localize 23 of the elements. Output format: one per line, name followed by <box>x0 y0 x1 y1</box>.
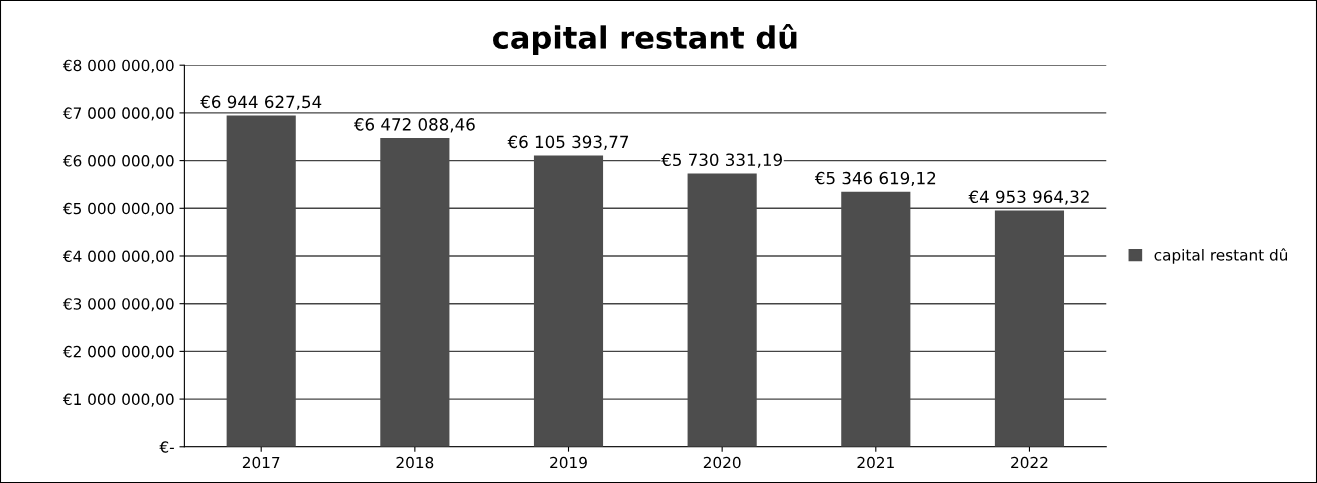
x-tick-label: 2022 <box>1011 456 1048 469</box>
legend-label: capital restant dû <box>1154 248 1288 264</box>
data-label: €6 944 627,54 <box>200 95 322 110</box>
y-tick-label: €8 000 000,00 <box>62 59 174 73</box>
chart-title: capital restant dû <box>493 24 797 55</box>
data-label: €5 730 331,19 <box>661 153 782 168</box>
y-tick-label: €5 000 000,00 <box>62 202 174 216</box>
y-tick-label: €- <box>159 441 174 453</box>
data-label: €5 346 619,12 <box>814 171 936 187</box>
y-tick-label: €1 000 000,00 <box>62 393 174 407</box>
y-tick-label: €6 000 000,00 <box>62 155 174 169</box>
data-label: €4 953 964,32 <box>968 190 1089 205</box>
y-tick-label: €4 000 000,00 <box>62 250 174 264</box>
x-tick-label: 2020 <box>703 456 741 469</box>
y-tick-label: €2 000 000,00 <box>62 345 174 359</box>
x-tick-label: 2017 <box>242 456 280 469</box>
y-tick-label: €3 000 000,00 <box>62 298 174 312</box>
x-tick-label: 2019 <box>550 456 587 469</box>
x-tick-label: 2021 <box>857 456 894 469</box>
data-label: €6 472 088,46 <box>353 118 475 133</box>
data-label: €6 105 393,77 <box>507 135 629 150</box>
x-tick-label: 2018 <box>396 456 434 469</box>
y-tick-label: €7 000 000,00 <box>62 107 174 121</box>
